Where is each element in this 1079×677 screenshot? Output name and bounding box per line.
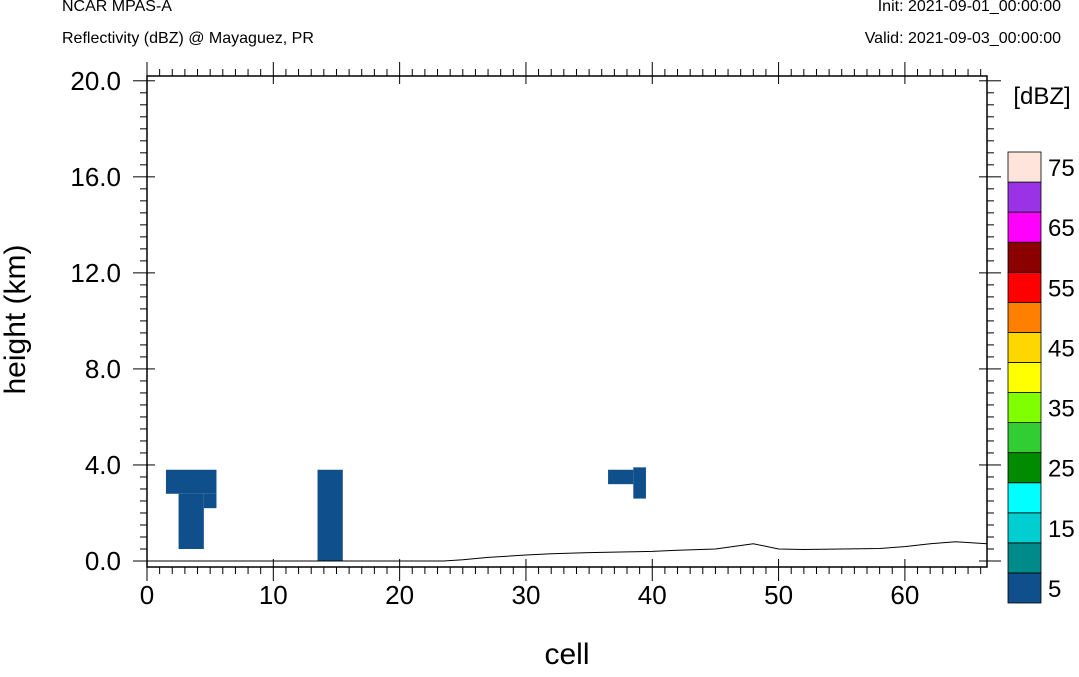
colorbar-swatch-5 — [1007, 572, 1042, 604]
x-tick-label: 60 — [890, 580, 919, 610]
colorbar-label: 65 — [1048, 215, 1075, 242]
reflectivity-cell-0 — [165, 469, 217, 494]
colorbar-swatch-40 — [1007, 362, 1042, 393]
init-time: Init: 2021-09-01_00:00:00 — [877, 0, 1061, 15]
x-tick-label: 40 — [638, 580, 667, 610]
x-tick-label: 50 — [764, 580, 793, 610]
colorbar-swatch-15 — [1007, 512, 1042, 544]
reflectivity-cell-5 — [633, 467, 646, 499]
colorbar-swatch-35 — [1007, 392, 1042, 423]
reflectivity-cell-4 — [608, 469, 634, 485]
y-tick-label: 8.0 — [85, 354, 121, 384]
colorbar-title: [dBZ] — [1013, 83, 1070, 110]
colorbar-swatch-45 — [1007, 331, 1042, 363]
colorbar-swatch-75 — [1007, 151, 1042, 183]
field-title: Reflectivity (dBZ) @ Mayaguez, PR — [62, 30, 314, 47]
colorbar-swatch-60 — [1007, 241, 1042, 273]
colorbar-label: 5 — [1048, 576, 1061, 603]
colorbar-label: 25 — [1048, 456, 1075, 483]
colorbar-swatch-65 — [1007, 211, 1042, 243]
colorbar-swatch-50 — [1007, 301, 1042, 333]
colorbar-swatch-55 — [1007, 271, 1042, 303]
colorbar: 5 15 25 35 45 55 65 75 — [1007, 151, 1075, 604]
valid-time: Valid: 2021-09-03_00:00:00 — [864, 30, 1061, 47]
y-tick-label: 0.0 — [85, 546, 121, 576]
y-tick-label: 20.0 — [70, 66, 121, 96]
y-axis-label: height (km) — [0, 244, 32, 394]
colorbar-label: 45 — [1048, 335, 1075, 362]
y-tick-label: 4.0 — [85, 450, 121, 480]
x-tick-label: 20 — [385, 580, 414, 610]
model-name: NCAR MPAS-A — [62, 0, 172, 15]
x-axis-label: cell — [544, 638, 589, 671]
terrain-line — [153, 541, 988, 562]
colorbar-label: 55 — [1048, 275, 1075, 302]
colorbar-label: 15 — [1048, 516, 1075, 543]
colorbar-label: 35 — [1048, 396, 1075, 423]
colorbar-swatch-10 — [1007, 542, 1042, 574]
colorbar-swatch-70 — [1007, 181, 1042, 213]
x-tick-label: 10 — [259, 580, 288, 610]
y-tick-label: 16.0 — [70, 162, 121, 192]
reflectivity-cell-1 — [178, 493, 204, 549]
x-tick-label: 0 — [140, 580, 154, 610]
reflectivity-cell-2 — [203, 493, 217, 509]
colorbar-swatch-25 — [1007, 452, 1042, 484]
x-tick-label: 30 — [511, 580, 540, 610]
colorbar-swatch-30 — [1007, 422, 1042, 454]
reflectivity-cell-3 — [317, 469, 343, 561]
colorbar-label: 75 — [1048, 155, 1075, 182]
colorbar-swatch-20 — [1007, 482, 1042, 514]
plot-frame — [146, 75, 988, 568]
y-tick-label: 12.0 — [70, 258, 121, 288]
